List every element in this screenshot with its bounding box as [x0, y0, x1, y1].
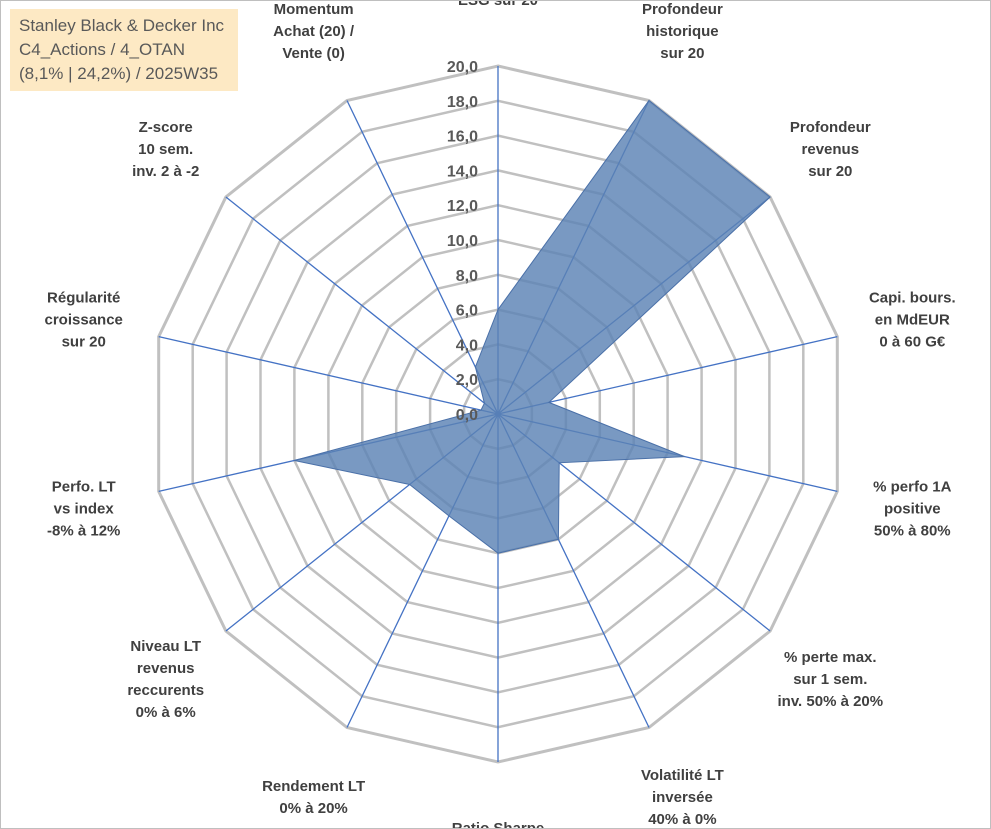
axis-label-9-line-1: revenus	[137, 660, 195, 677]
axis-label-9-line-0: Niveau LT	[130, 638, 201, 655]
tick-label-2: 4,0	[456, 337, 478, 354]
series-area	[294, 99, 771, 554]
axis-label-9-line-3: 0% à 6%	[136, 704, 196, 721]
title-line-1: Stanley Black & Decker Inc	[19, 16, 225, 35]
axis-label-3-line-0: Capi. bours.	[869, 289, 956, 306]
axis-label-4-line-2: 50% à 80%	[874, 523, 951, 540]
axis-label-11-line-0: Régularité	[47, 289, 120, 306]
axis-label-10-line-1: vs index	[54, 501, 115, 518]
axis-label-4-line-0: % perfo 1A	[873, 479, 952, 496]
tick-label-4: 8,0	[456, 268, 478, 285]
axis-label-13-line-1: Achat (20) /	[273, 23, 355, 40]
tick-label-5: 10,0	[447, 233, 478, 250]
axis-label-13-line-2: Vente (0)	[282, 45, 345, 62]
axis-label-0-line-1: ESG sur 20	[458, 1, 538, 9]
axis-label-1-line-0: Profondeur	[642, 1, 723, 18]
tick-label-0: 0,0	[456, 407, 478, 424]
axis-label-8-line-1: 0% à 20%	[279, 800, 347, 817]
axis-label-0: NoteESG sur 20	[458, 1, 538, 9]
axis-label-6: Volatilité LT inversée 40% à 0%	[641, 767, 724, 828]
spoke-12	[225, 196, 499, 415]
axis-label-10-line-2: -8% à 12%	[47, 523, 120, 540]
radar-axis-labels: NoteESG sur 20 Profondeur historique sur 20…	[45, 1, 956, 828]
axis-label-12-line-0: Z-score	[139, 119, 193, 136]
axis-label-3: Capi. bours. en MdEUR 0 à 60 G€	[869, 289, 956, 350]
axis-label-11-line-1: croissance	[45, 311, 123, 328]
axis-label-2-line-1: revenus	[802, 141, 860, 158]
radar-series	[294, 99, 771, 554]
tick-label-7: 14,0	[447, 163, 478, 180]
axis-label-8: Rendement LT 0% à 20%	[262, 778, 365, 817]
axis-label-13-line-0: Momentum	[274, 1, 354, 18]
axis-label-3-line-1: en MdEUR	[875, 311, 950, 328]
axis-label-4-line-1: positive	[884, 501, 941, 518]
tick-label-10: 20,0	[447, 59, 478, 76]
axis-label-10-line-0: Perfo. LT	[52, 479, 116, 496]
axis-label-8-line-0: Rendement LT	[262, 778, 365, 795]
title-line-3: (8,1% | 24,2%) / 2025W35	[19, 64, 219, 83]
radar-tick-labels: 0,0 2,0 4,0 6,0 8,0 10,0 12,0 14,0 16,0 18,0 20,0	[447, 59, 478, 424]
axis-label-7: Ratio Sharpe0 à 1	[452, 820, 545, 828]
spoke-13	[346, 100, 499, 415]
tick-label-8: 16,0	[447, 129, 478, 146]
axis-label-6-line-1: inversée	[652, 789, 713, 806]
axis-label-12-line-1: 10 sem.	[138, 141, 193, 158]
axis-label-11-line-2: sur 20	[62, 333, 106, 350]
axis-label-5: % perte max. sur 1 sem. inv. 50% à 20%	[777, 649, 883, 710]
axis-label-9: Niveau LT revenus reccurents 0% à 6%	[127, 638, 204, 721]
axis-label-2: Profondeur revenus sur 20	[790, 119, 871, 180]
axis-label-4: % perfo 1A positive 50% à 80%	[873, 479, 952, 540]
tick-label-3: 6,0	[456, 303, 478, 320]
axis-label-6-line-0: Volatilité LT	[641, 767, 724, 784]
axis-label-12: Z-score 10 sem. inv. 2 à -2	[132, 119, 199, 180]
axis-label-5-line-2: inv. 50% à 20%	[777, 693, 883, 710]
axis-label-1-line-2: sur 20	[660, 45, 704, 62]
axis-label-5-line-1: sur 1 sem.	[793, 671, 867, 688]
tick-label-9: 18,0	[447, 94, 478, 111]
axis-label-12-line-2: inv. 2 à -2	[132, 163, 199, 180]
spoke-3	[497, 335, 838, 415]
tick-label-6: 12,0	[447, 198, 478, 215]
axis-label-7-line-0: Ratio Sharpe	[452, 820, 545, 828]
axis-label-2-line-2: sur 20	[808, 163, 852, 180]
axis-label-10: Perfo. LT vs index -8% à 12%	[47, 479, 120, 540]
axis-label-13: Momentum Achat (20) / Vente (0)	[273, 1, 355, 62]
axis-label-5-line-0: % perte max.	[784, 649, 877, 666]
axis-label-1: Profondeur historique sur 20	[642, 1, 723, 62]
tick-label-1: 2,0	[456, 372, 478, 389]
chart-title-box: Stanley Black & Decker Inc C4_Actions / …	[10, 9, 238, 91]
axis-label-6-line-2: 40% à 0%	[648, 811, 716, 828]
axis-label-3-line-2: 0 à 60 G€	[879, 333, 946, 350]
axis-label-9-line-2: reccurents	[127, 682, 204, 699]
spoke-11	[158, 335, 499, 415]
axis-label-11: Régularité croissance sur 20	[45, 289, 123, 350]
axis-label-1-line-1: historique	[646, 23, 719, 40]
title-line-2: C4_Actions / 4_OTAN	[19, 40, 185, 59]
axis-label-2-line-0: Profondeur	[790, 119, 871, 136]
